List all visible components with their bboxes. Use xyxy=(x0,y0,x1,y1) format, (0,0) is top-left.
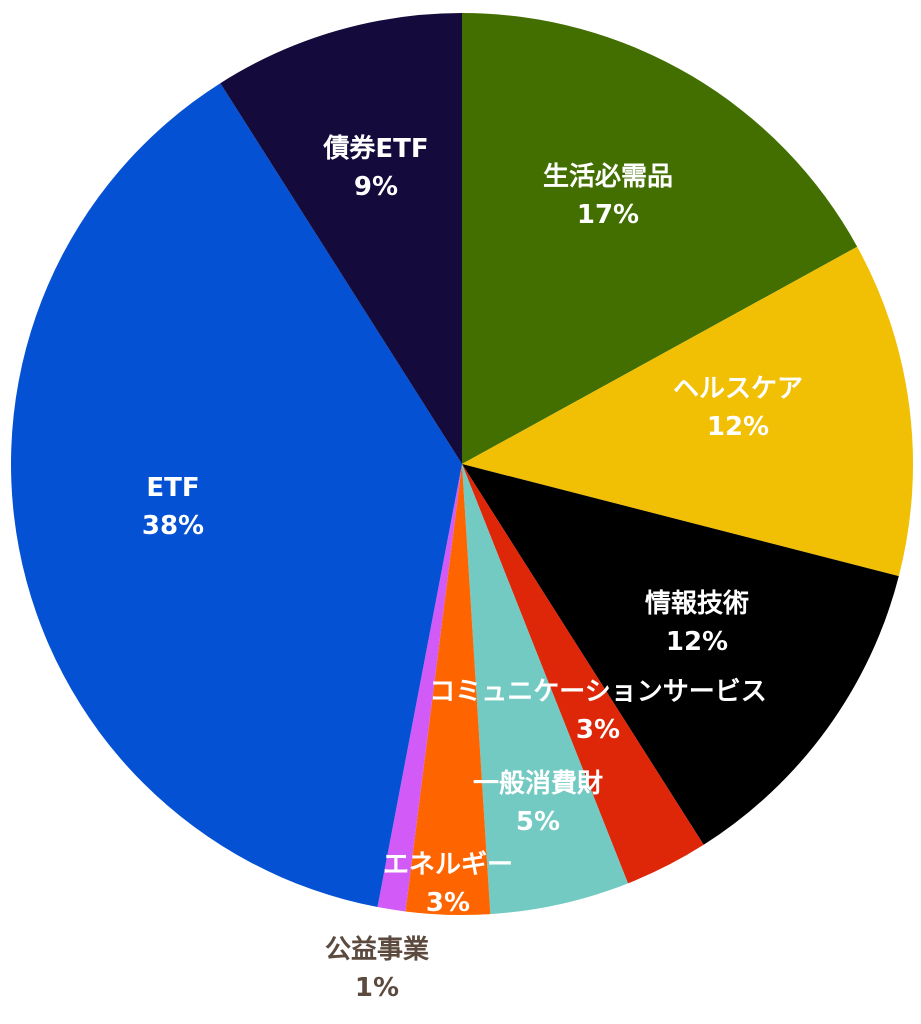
slice-percent-label: 12% xyxy=(707,412,769,442)
slice-label: コミュニケーションサービス 3% xyxy=(429,677,766,745)
pie-slice xyxy=(462,464,629,915)
pie-slice xyxy=(462,464,899,845)
slice-label: ETF 38% xyxy=(142,473,204,541)
slice-category-label: 債券ETF xyxy=(322,134,428,164)
pie-labels: 生活必需品 17% ヘルスケア 12% 情報技術 12% コミュニケーションサービス 3% 一般… xyxy=(142,134,803,1003)
slice-category-label: 公益事業 xyxy=(325,935,429,965)
slice-percent-label: 38% xyxy=(142,511,204,541)
slice-category-label: 一般消費財 xyxy=(473,769,603,799)
slice-label: ヘルスケア 12% xyxy=(673,374,803,442)
slice-category-label: 生活必需品 xyxy=(543,162,673,192)
slice-label: 情報技術 12% xyxy=(645,589,749,657)
slice-category-label: コミュニケーションサービス xyxy=(429,677,766,707)
slice-label: 債券ETF 9% xyxy=(322,134,428,202)
slice-percent-label: 5% xyxy=(516,807,560,837)
slice-label: 生活必需品 17% xyxy=(543,162,673,230)
slice-label: 公益事業 1% xyxy=(325,935,429,1003)
slice-percent-label: 12% xyxy=(666,627,728,657)
pie-slice xyxy=(377,464,462,912)
slice-category-label: ETF xyxy=(146,473,199,503)
slice-percent-label: 3% xyxy=(426,888,470,918)
slice-category-label: 情報技術 xyxy=(645,589,749,619)
pie-slice xyxy=(462,13,858,464)
pie-slice xyxy=(462,464,704,884)
pie-slice xyxy=(11,83,463,908)
pie-slices xyxy=(11,13,913,915)
slice-percent-label: 3% xyxy=(576,715,620,745)
slice-percent-label: 17% xyxy=(577,200,639,230)
slice-percent-label: 9% xyxy=(354,172,398,202)
slice-category-label: ヘルスケア xyxy=(673,374,803,404)
slice-label: 一般消費財 5% xyxy=(473,769,603,837)
slice-percent-label: 1% xyxy=(355,973,399,1003)
slice-label: エネルギー 3% xyxy=(383,850,513,918)
pie-slice xyxy=(405,464,491,915)
pie-slice xyxy=(220,13,462,464)
pie-slice xyxy=(462,246,913,577)
slice-category-label: エネルギー xyxy=(383,850,513,880)
